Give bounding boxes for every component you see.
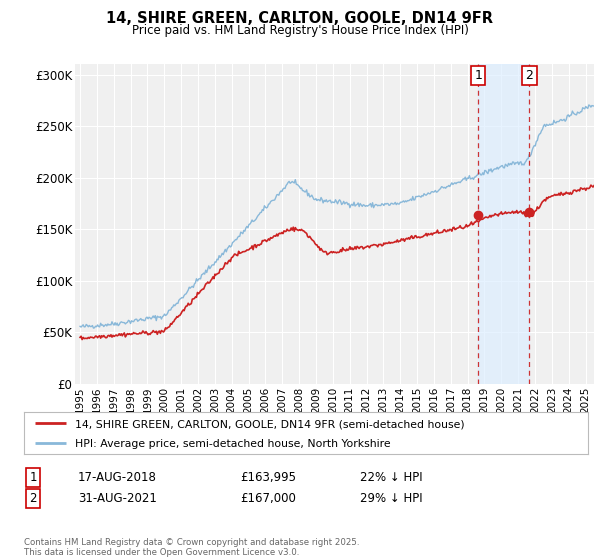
Text: 1: 1 xyxy=(474,69,482,82)
Text: 17-AUG-2018: 17-AUG-2018 xyxy=(78,470,157,484)
Text: £163,995: £163,995 xyxy=(240,470,296,484)
Text: Price paid vs. HM Land Registry's House Price Index (HPI): Price paid vs. HM Land Registry's House … xyxy=(131,24,469,36)
Text: Contains HM Land Registry data © Crown copyright and database right 2025.
This d: Contains HM Land Registry data © Crown c… xyxy=(24,538,359,557)
Text: 2: 2 xyxy=(29,492,37,505)
Text: 31-AUG-2021: 31-AUG-2021 xyxy=(78,492,157,505)
Text: 14, SHIRE GREEN, CARLTON, GOOLE, DN14 9FR: 14, SHIRE GREEN, CARLTON, GOOLE, DN14 9F… xyxy=(107,11,493,26)
Text: 29% ↓ HPI: 29% ↓ HPI xyxy=(360,492,422,505)
Text: 1: 1 xyxy=(29,470,37,484)
Bar xyxy=(478,64,529,384)
Text: £167,000: £167,000 xyxy=(240,492,296,505)
Text: HPI: Average price, semi-detached house, North Yorkshire: HPI: Average price, semi-detached house,… xyxy=(75,439,391,449)
Text: 2: 2 xyxy=(526,69,533,82)
Text: 22% ↓ HPI: 22% ↓ HPI xyxy=(360,470,422,484)
Text: 14, SHIRE GREEN, CARLTON, GOOLE, DN14 9FR (semi-detached house): 14, SHIRE GREEN, CARLTON, GOOLE, DN14 9F… xyxy=(75,419,464,429)
